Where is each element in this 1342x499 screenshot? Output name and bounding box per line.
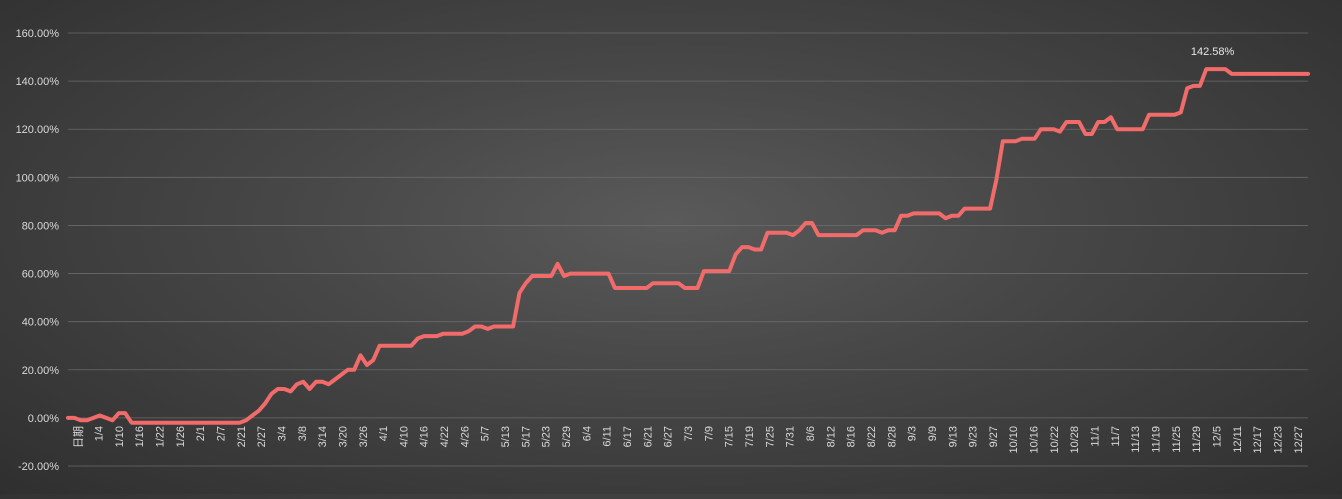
y-tick-label: 80.00% [22,220,60,232]
x-tick-label: 8/16 [846,426,858,447]
x-tick-label: 5/29 [561,426,573,447]
x-tick-label: 11/7 [1110,426,1122,447]
y-tick-label: 120.00% [16,124,60,136]
data-labels: 142.58% [1191,46,1235,58]
y-tick-label: 100.00% [16,172,60,184]
x-tick-label: 10/16 [1029,426,1041,454]
series-line [66,67,1310,425]
x-tick-label: 7/15 [724,426,736,447]
y-tick-label: 140.00% [16,76,60,88]
x-tick-label: 11/29 [1191,426,1203,453]
grid-lines [68,32,1308,467]
x-tick-label: 1/26 [175,426,187,447]
x-tick-label: 7/31 [785,426,797,447]
x-tick-label: 4/16 [419,426,431,447]
x-tick-label: 8/28 [886,426,898,447]
x-tick-label: 8/6 [805,426,817,441]
x-tick-label: 2/1 [195,426,207,441]
x-tick-label: 11/13 [1130,426,1142,453]
x-tick-label: 5/7 [480,426,492,441]
x-tick-label: 6/27 [663,426,675,447]
x-tick-label: 6/17 [622,426,634,447]
x-tick-label: 10/28 [1069,426,1081,454]
x-tick-label: 8/12 [825,426,837,447]
x-tick-label: 12/5 [1212,426,1224,447]
x-tick-label: 11/25 [1171,426,1183,453]
x-tick-label: 1/22 [154,426,166,447]
y-tick-label: 40.00% [22,317,60,329]
x-tick-label: 1/10 [114,426,126,447]
x-tick-label: 10/10 [1008,426,1020,454]
x-tick-label: 5/13 [500,426,512,447]
x-tick-label: 3/8 [297,426,309,441]
x-tick-label: 7/9 [703,426,715,441]
x-tick-label: 1/4 [93,426,105,441]
x-tick-label: 6/21 [642,426,654,447]
x-tick-label: 4/1 [378,426,390,441]
y-axis-ticks: 160.00% 140.00% 120.00% 100.00% 80.00% 60.00%… [16,28,60,473]
y-tick-label: 0.00% [28,413,59,425]
x-tick-label: 7/19 [744,426,756,447]
y-tick-label: -20.00% [18,461,59,473]
x-tick-label: 4/22 [439,426,451,447]
x-tick-label: 9/13 [947,426,959,447]
x-tick-label: 4/26 [459,426,471,447]
x-tick-label: 5/17 [520,426,532,447]
series-layer [66,67,1310,425]
x-tick-label: 10/22 [1049,426,1061,454]
x-tick-label: 5/23 [541,426,553,447]
x-tick-label: 12/23 [1273,426,1285,454]
x-tick-label: 2/27 [256,426,268,447]
x-tick-label: 3/4 [276,426,288,441]
x-tick-label: 11/1 [1090,426,1102,447]
x-tick-label: 6/4 [581,426,593,441]
x-tick-label: 11/19 [1151,426,1163,453]
x-tick-label: 6/11 [602,426,614,447]
x-tick-label: 8/22 [866,426,878,447]
x-tick-label: 12/17 [1252,426,1264,454]
x-axis-ticks: 日期 1/4 1/10 1/16 1/22 1/26 2/1 2/7 2/21 2/27 3/4 3/… [72,426,1305,454]
x-tick-label: 1/16 [134,426,146,447]
y-tick-label: 60.00% [22,269,60,281]
x-tick-label: 9/9 [927,426,939,441]
x-tick-label: 12/27 [1293,426,1305,454]
x-tick-label: 2/7 [215,426,227,441]
x-tick-label: 12/11 [1232,426,1244,453]
x-tick-label: 日期 [72,426,85,448]
x-tick-label: 7/25 [764,426,776,447]
x-tick-label: 2/21 [236,426,248,447]
data-label: 142.58% [1191,46,1235,58]
x-tick-label: 4/10 [398,426,410,447]
y-tick-label: 20.00% [22,365,60,377]
y-tick-label: 160.00% [16,28,60,40]
x-tick-label: 9/23 [968,426,980,447]
x-tick-label: 9/3 [907,426,919,441]
x-tick-label: 9/27 [988,426,1000,447]
x-tick-label: 3/26 [358,426,370,447]
x-tick-label: 7/3 [683,426,695,441]
x-tick-label: 3/14 [317,426,329,447]
x-tick-label: 3/20 [337,426,349,447]
